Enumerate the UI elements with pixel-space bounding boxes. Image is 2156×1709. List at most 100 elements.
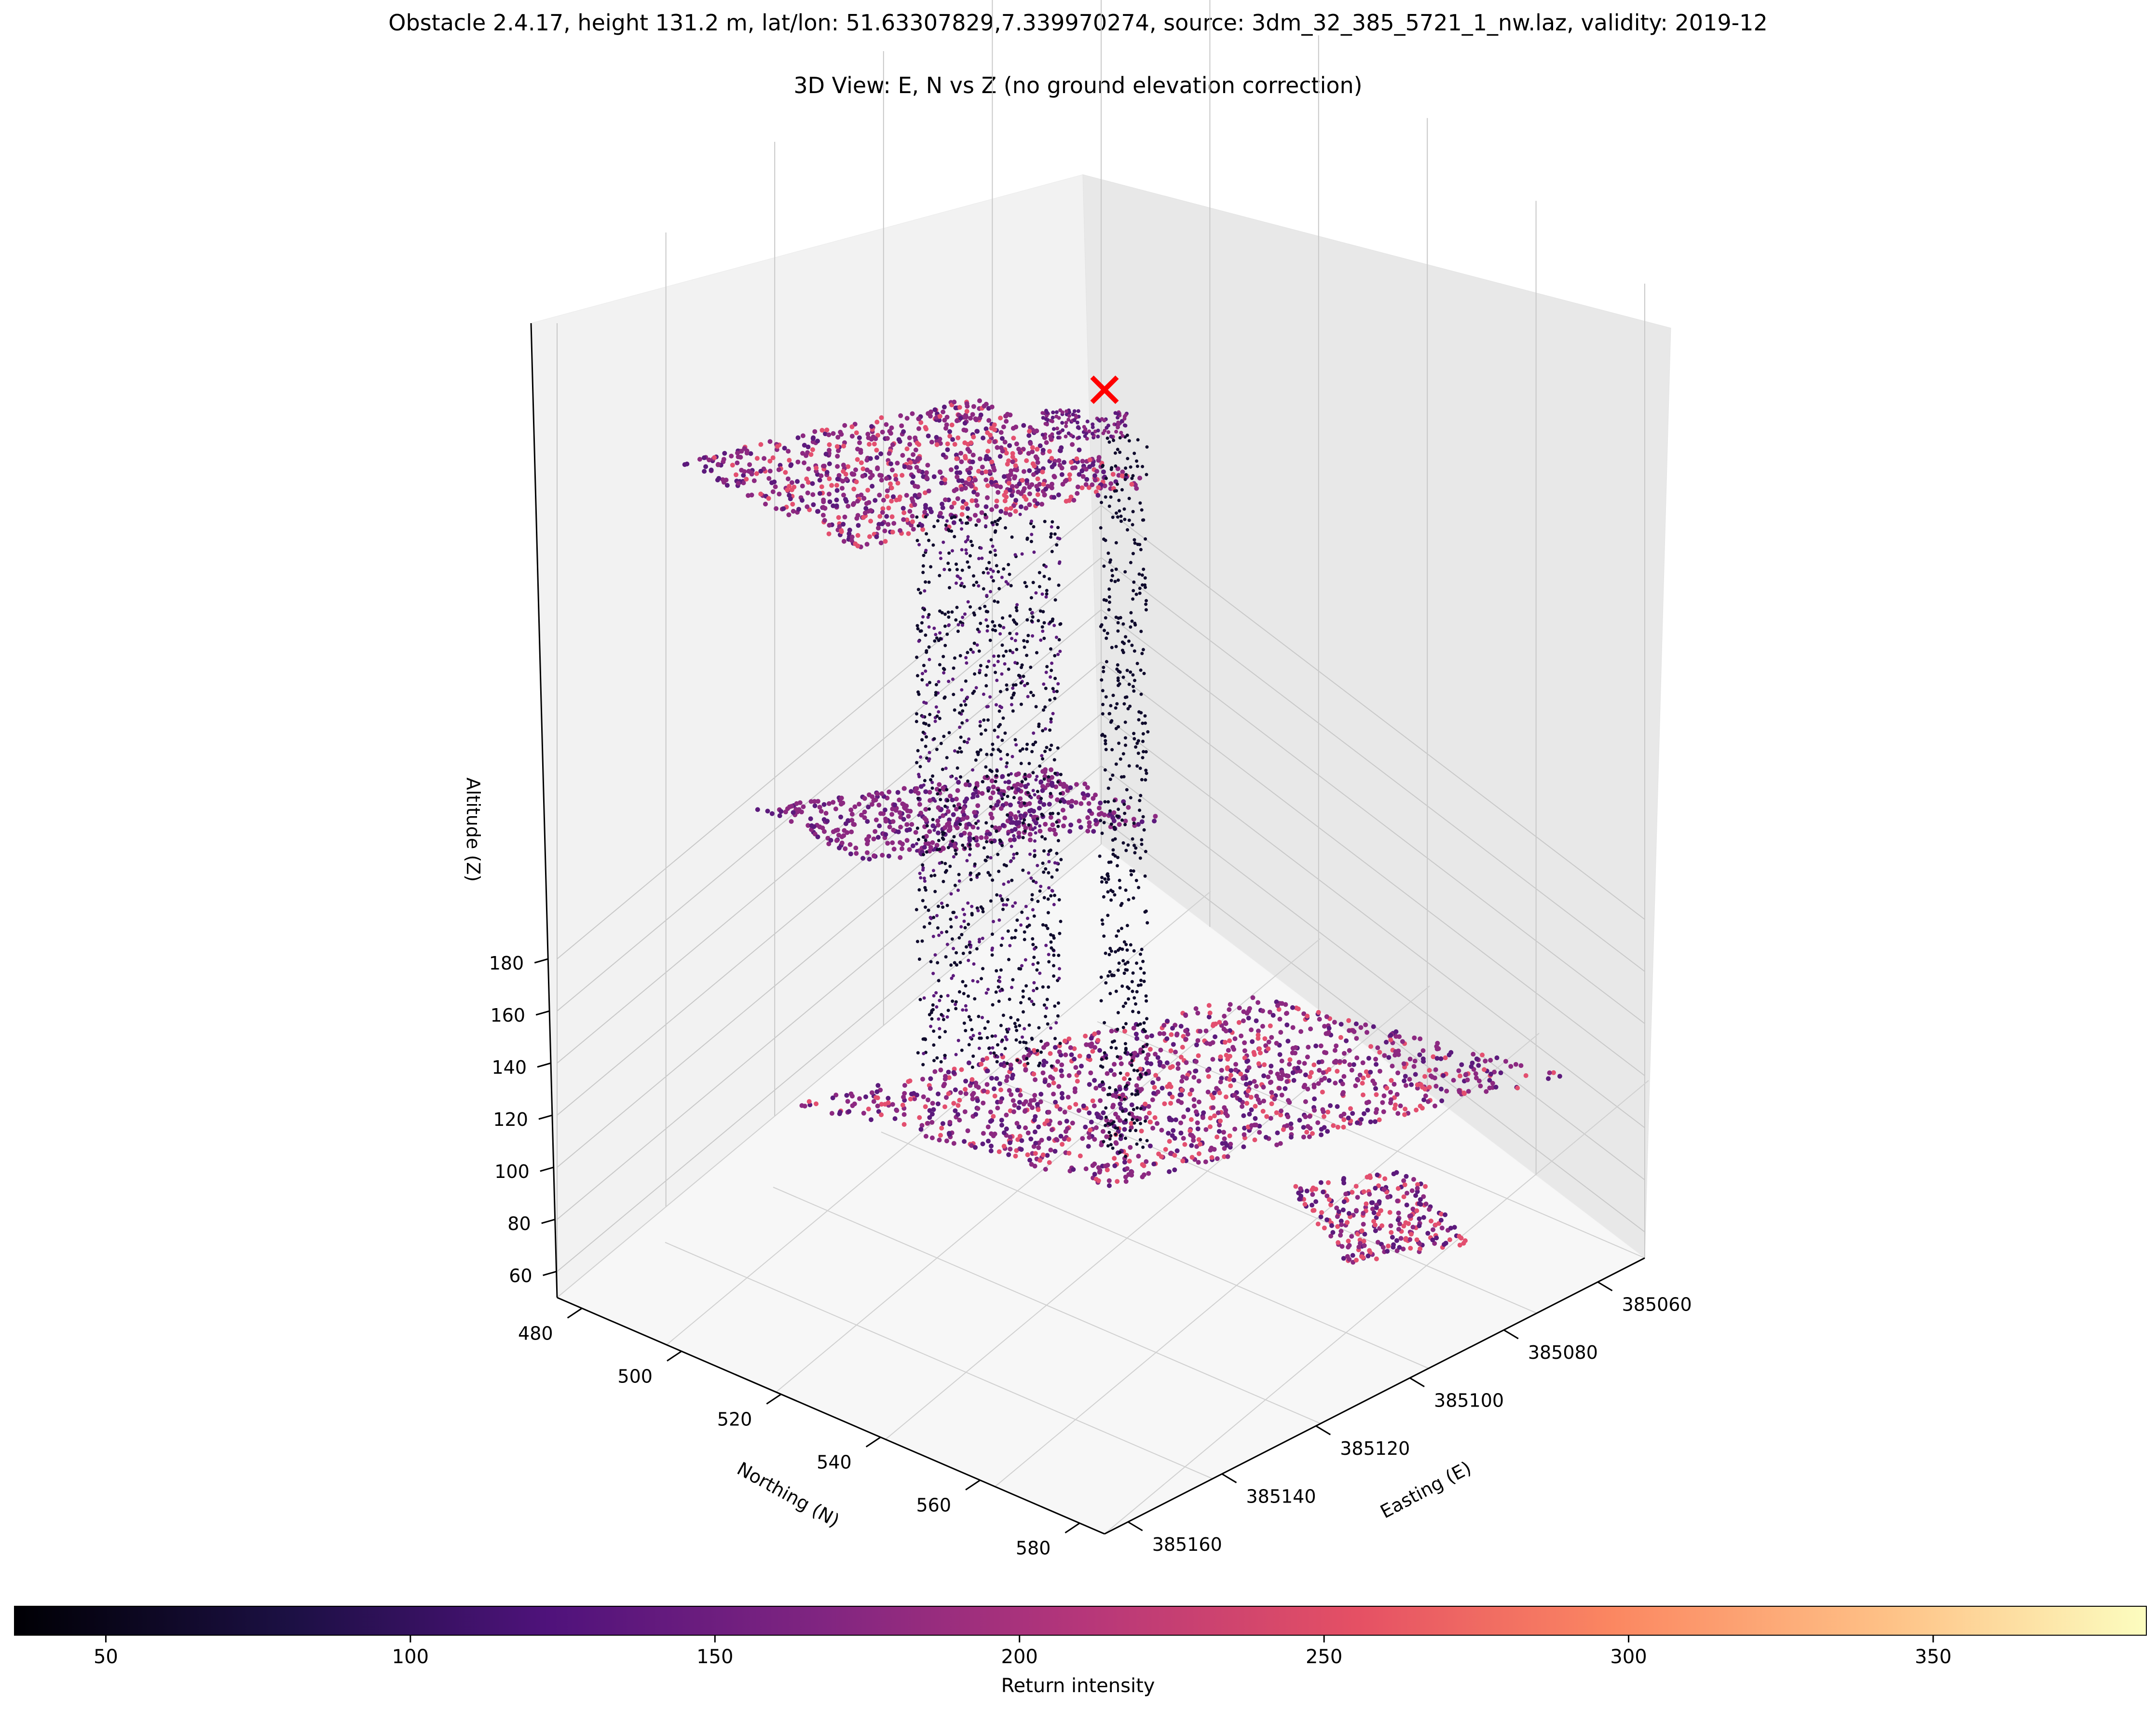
point — [817, 478, 822, 483]
point — [1027, 871, 1031, 875]
point — [1043, 705, 1047, 709]
point — [1001, 616, 1005, 620]
point — [996, 748, 1000, 752]
point — [1104, 1123, 1107, 1127]
point — [994, 990, 998, 994]
point — [1144, 1115, 1149, 1120]
point — [1247, 1080, 1253, 1086]
point — [1055, 851, 1059, 855]
point — [1033, 1141, 1038, 1146]
point — [1050, 669, 1053, 672]
point — [1102, 537, 1105, 541]
point — [1111, 818, 1117, 823]
point — [1019, 923, 1023, 927]
point — [952, 804, 956, 808]
point — [908, 465, 913, 470]
point — [773, 484, 778, 490]
point — [1147, 1120, 1153, 1124]
point — [896, 437, 901, 442]
point — [918, 765, 922, 768]
point — [946, 1075, 952, 1080]
point — [1042, 621, 1046, 625]
point — [922, 783, 926, 787]
point — [1404, 1174, 1409, 1179]
point — [1036, 900, 1040, 903]
point — [1394, 1248, 1400, 1253]
point — [1140, 778, 1144, 781]
point — [1178, 1131, 1184, 1136]
point — [952, 693, 955, 697]
point — [961, 907, 965, 911]
point — [1360, 1080, 1365, 1086]
point — [936, 805, 941, 810]
point — [997, 1081, 1002, 1086]
point — [937, 710, 941, 714]
point — [938, 1133, 943, 1138]
point — [822, 829, 827, 834]
point — [1027, 1102, 1032, 1107]
point — [922, 816, 928, 821]
point — [754, 471, 759, 476]
point — [1027, 1158, 1033, 1163]
point — [1471, 1052, 1476, 1057]
point — [962, 585, 966, 588]
point — [1123, 1042, 1127, 1046]
z-tick — [534, 958, 548, 964]
point — [1124, 1047, 1128, 1051]
point — [1301, 1135, 1306, 1140]
point — [1001, 474, 1007, 479]
point — [1032, 1048, 1037, 1053]
point — [1139, 692, 1143, 696]
point — [1010, 484, 1015, 489]
point — [1348, 1106, 1353, 1111]
point — [1029, 813, 1033, 817]
point — [1120, 927, 1123, 930]
point — [827, 476, 832, 481]
point — [1173, 1117, 1178, 1122]
point — [1002, 626, 1006, 629]
point — [996, 600, 1000, 604]
point — [1033, 1114, 1038, 1119]
point — [1269, 1101, 1274, 1107]
point — [1013, 1153, 1018, 1159]
point — [1119, 520, 1123, 523]
point — [1059, 1068, 1064, 1073]
point — [957, 1118, 962, 1123]
z-axis-line — [530, 323, 558, 1298]
point — [904, 446, 910, 451]
point — [960, 568, 964, 572]
point — [1068, 494, 1074, 500]
point — [1133, 541, 1137, 545]
point — [1015, 1088, 1020, 1093]
point — [954, 1007, 958, 1011]
point — [1091, 432, 1094, 436]
point — [1161, 1023, 1167, 1028]
point — [1319, 1127, 1324, 1132]
point — [1177, 1092, 1183, 1097]
point — [1356, 1244, 1362, 1250]
point — [1222, 1136, 1227, 1141]
point — [1116, 679, 1120, 683]
point — [916, 796, 920, 800]
point — [931, 971, 935, 975]
point — [876, 525, 881, 531]
point — [961, 1008, 965, 1012]
point — [1051, 617, 1055, 621]
point — [993, 624, 996, 628]
point — [839, 432, 844, 437]
point — [890, 819, 896, 824]
point — [952, 501, 957, 506]
point — [1021, 489, 1026, 494]
point — [1027, 429, 1032, 434]
point — [1336, 1209, 1341, 1215]
point — [1423, 1202, 1429, 1206]
point — [890, 840, 895, 846]
point — [1181, 1135, 1186, 1141]
point — [898, 855, 903, 860]
point — [1290, 1005, 1295, 1010]
point — [1001, 1013, 1005, 1017]
point — [1417, 1223, 1422, 1229]
point — [805, 823, 811, 828]
point — [1144, 721, 1147, 725]
point — [1193, 1006, 1199, 1011]
